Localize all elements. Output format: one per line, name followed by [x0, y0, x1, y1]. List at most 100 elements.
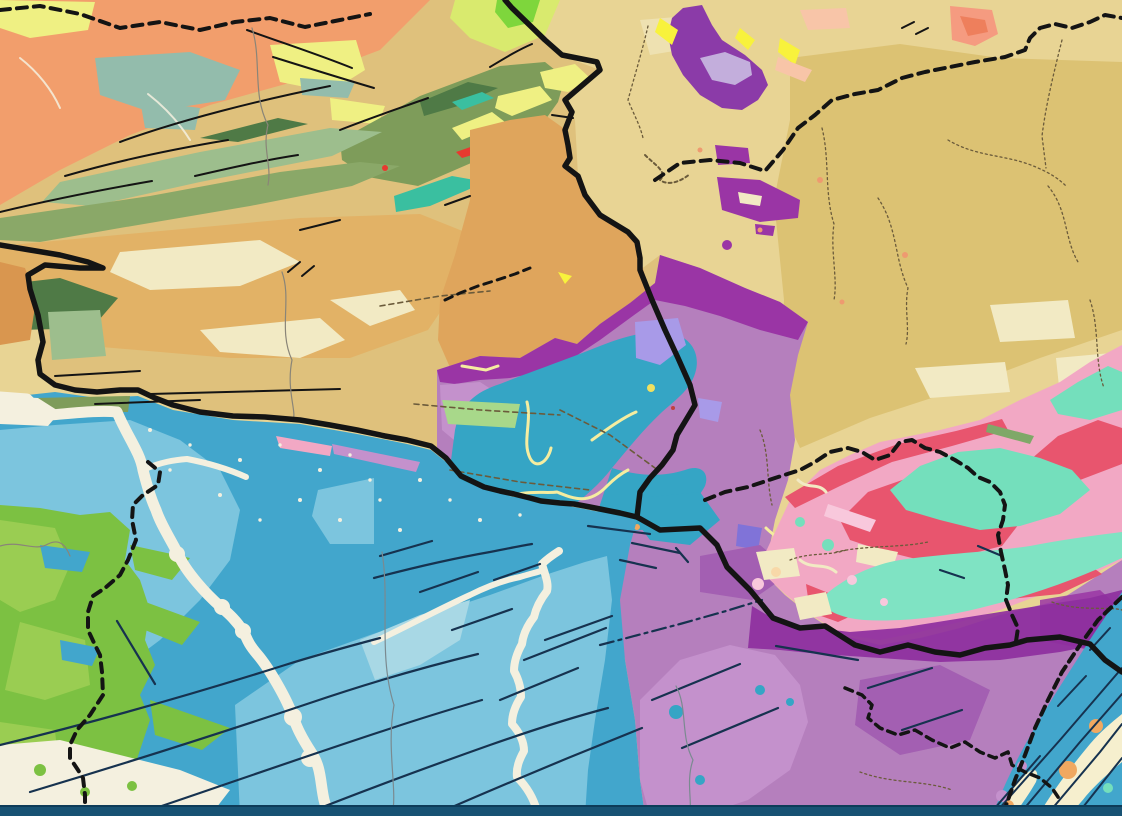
district-boundary-dotted: [1047, 185, 1079, 263]
geological-unit: [695, 775, 705, 785]
fault-line: [444, 195, 471, 206]
region-border-dashed: [443, 266, 532, 302]
geological-unit: [0, 162, 400, 242]
geological-unit: [60, 640, 100, 666]
district-boundary-dotted: [559, 409, 656, 469]
geological-unit: [986, 424, 1034, 444]
fault-line: [298, 706, 610, 816]
dashed-boundaries: [0, 4, 1122, 816]
country-border: [502, 0, 698, 520]
fault-line: [938, 568, 966, 580]
geological-unit: [736, 524, 762, 550]
district-boundary-dotted: [1041, 39, 1063, 169]
fault-line: [94, 399, 201, 405]
geological-unit: [450, 331, 697, 535]
fault-line: [119, 85, 331, 143]
river: [508, 547, 563, 816]
geological-unit: [996, 790, 1008, 802]
geological-unit: [820, 532, 1122, 621]
fault-line: [339, 97, 429, 131]
geological-unit: [140, 600, 200, 645]
country-border: [634, 514, 1122, 675]
fault-line: [450, 607, 514, 632]
district-boundary-dotted: [759, 429, 773, 506]
fault-line: [489, 43, 533, 68]
geological-unit: [48, 310, 106, 360]
region-border-dashed: [653, 13, 1122, 182]
geological-unit: [990, 300, 1075, 342]
geological-unit: [839, 299, 845, 305]
district-boundary-dotted: [1051, 601, 1122, 611]
region-border-dashed: [0, 4, 372, 32]
geological-unit: [822, 539, 834, 551]
geological-unit: [634, 524, 640, 530]
district-boundary: [381, 551, 395, 816]
fault-lines: [0, 524, 1004, 816]
fault-line: [598, 598, 764, 647]
fault-line: [64, 139, 229, 177]
district-boundary: [675, 685, 694, 815]
geological-unit: [420, 82, 498, 116]
geological-unit: [382, 165, 388, 171]
geological-unit: [647, 384, 655, 392]
fault-line: [0, 636, 382, 747]
geological-unit: [902, 252, 908, 258]
fault-line: [54, 370, 141, 377]
geological-unit: [735, 28, 755, 50]
district-boundary-dotted: [627, 25, 649, 139]
geological-unit: [442, 400, 520, 428]
region-border-dashed: [68, 460, 162, 816]
fault-line: [246, 29, 353, 69]
fault-line: [680, 706, 780, 750]
geological-unit: [748, 590, 1122, 662]
bedding-tick: [901, 21, 915, 29]
fault-line: [28, 652, 480, 794]
geological-unit: [1089, 719, 1103, 733]
geological-unit: [540, 64, 590, 92]
geological-unit: [698, 398, 722, 422]
river-speckle: [148, 428, 522, 532]
district-boundary: [281, 271, 295, 421]
fault-line: [1045, 723, 1122, 816]
geological-unit: [312, 478, 374, 544]
northeast-platform-region: [558, 5, 1122, 448]
geological-unit: [558, 272, 572, 284]
country-border: [0, 242, 640, 520]
irtysh-river: [111, 406, 336, 816]
geological-unit: [437, 255, 808, 384]
geological-unit: [235, 556, 612, 816]
geological-unit: [824, 504, 876, 532]
geological-unit: [276, 436, 332, 456]
geological-unit: [756, 548, 800, 580]
river: [371, 567, 547, 645]
geological-unit: [0, 396, 60, 426]
geological-unit: [0, 740, 230, 816]
fault-line: [997, 667, 1122, 811]
river: [796, 478, 828, 494]
geological-unit: [332, 444, 420, 472]
geological-unit: [738, 192, 762, 206]
geological-unit: [394, 176, 486, 212]
geological-unit: [722, 240, 732, 250]
fault-line: [618, 558, 658, 570]
fault-line: [194, 154, 299, 177]
district-boundary: [251, 27, 270, 186]
fault-line: [630, 541, 682, 555]
fault-line: [976, 544, 1004, 558]
fault-line: [492, 562, 542, 582]
fault-line: [774, 644, 860, 662]
fault-line: [418, 570, 480, 594]
fault-line: [149, 388, 341, 395]
geological-unit: [669, 705, 683, 719]
geological-unit: [697, 147, 703, 153]
quaternary-green-region: [0, 505, 230, 816]
geological-unit: [1038, 714, 1122, 816]
fault-line: [378, 539, 434, 558]
geological-unit: [1050, 366, 1122, 420]
fold-belt-fault-lines: [0, 21, 929, 405]
fault-line: [115, 619, 157, 686]
country-borders: [0, 0, 1122, 675]
district-boundary-dotted: [877, 197, 909, 345]
